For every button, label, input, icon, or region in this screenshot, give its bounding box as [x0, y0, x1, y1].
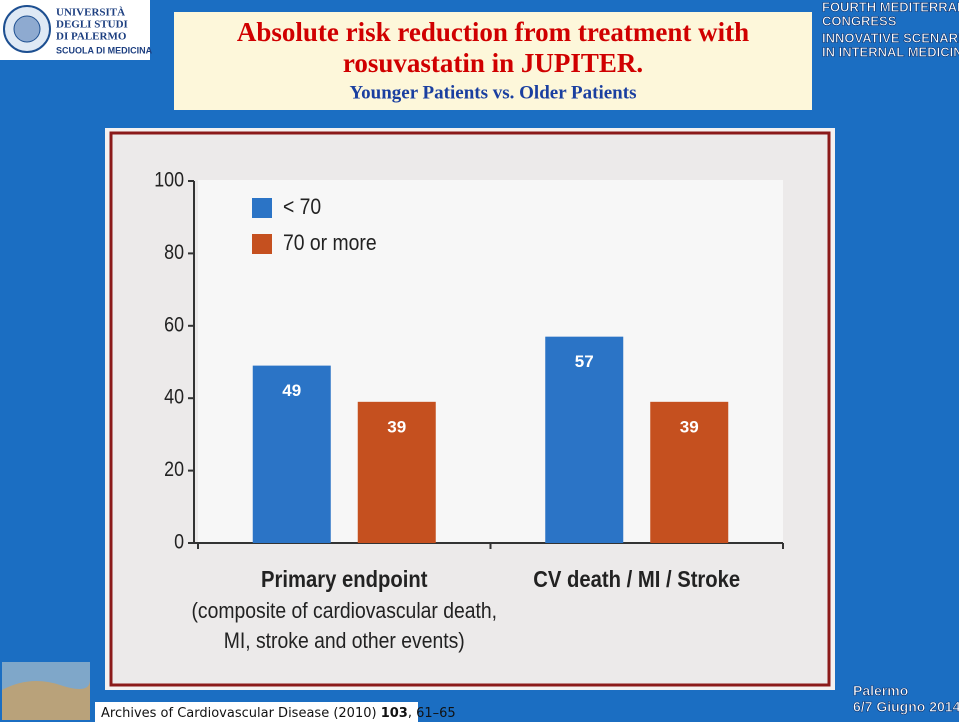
logo-text: UNIVERSITÀ	[56, 7, 125, 19]
x-tick-label: CV death / MI / Stroke	[533, 566, 740, 593]
legend-swatch	[252, 234, 272, 254]
logo-text: DI PALERMO	[56, 31, 127, 43]
logo-seal-inner	[13, 15, 41, 43]
title-box	[174, 12, 812, 110]
congress: FOURTH MEDITERRANEAN CONGRESS INNOVATIVE…	[822, 0, 959, 60]
congress-line: FOURTH MEDITERRANEAN	[822, 0, 959, 14]
y-tick-label: 60	[164, 313, 184, 337]
value-label: 39	[387, 417, 406, 436]
source-pages: 61–65	[416, 706, 456, 721]
event-date: 6/7 Giugno 2014	[853, 699, 959, 715]
value-label: 57	[575, 352, 594, 371]
congress-line: IN INTERNAL MEDICINE	[822, 44, 959, 59]
bar	[650, 401, 729, 543]
y-tick-label: 40	[164, 385, 184, 409]
y-tick-label: 0	[174, 530, 184, 554]
subtitle: Younger Patients vs. Older Patients	[350, 82, 637, 103]
bar	[357, 401, 436, 543]
y-tick-label: 100	[154, 168, 184, 192]
congress-line: CONGRESS	[822, 13, 897, 28]
bar	[545, 336, 624, 543]
category-note: (composite of cardiovascular death,	[191, 599, 497, 623]
legend-swatch	[252, 198, 272, 218]
x-tick-label: Primary endpoint	[261, 566, 427, 593]
value-label: 49	[282, 381, 301, 400]
source: Archives of Cardiovascular Disease (2010…	[101, 706, 456, 721]
logo-school: SCUOLA DI MEDICINA	[56, 45, 153, 55]
logo-text: DEGLI STUDI	[56, 19, 128, 31]
y-tick-label: 80	[164, 241, 184, 265]
bar	[252, 365, 331, 543]
photo-land	[2, 680, 90, 720]
title-line: rosuvastatin in JUPITER.	[343, 48, 643, 78]
title-line: Absolute risk reduction from treatment w…	[237, 17, 749, 47]
legend-label: 70 or more	[283, 231, 377, 255]
category-note: MI, stroke and other events)	[224, 629, 465, 653]
source-journal: Archives of Cardiovascular Disease (2010…	[101, 706, 377, 721]
source-box	[95, 702, 418, 722]
source-volume: 103	[381, 706, 408, 721]
congress-line: INNOVATIVE SCENARIO	[822, 30, 959, 45]
value-label: 39	[680, 417, 699, 436]
event-city: Palermo	[853, 683, 908, 699]
y-tick-label: 20	[164, 458, 184, 482]
legend-label: < 70	[283, 195, 321, 219]
